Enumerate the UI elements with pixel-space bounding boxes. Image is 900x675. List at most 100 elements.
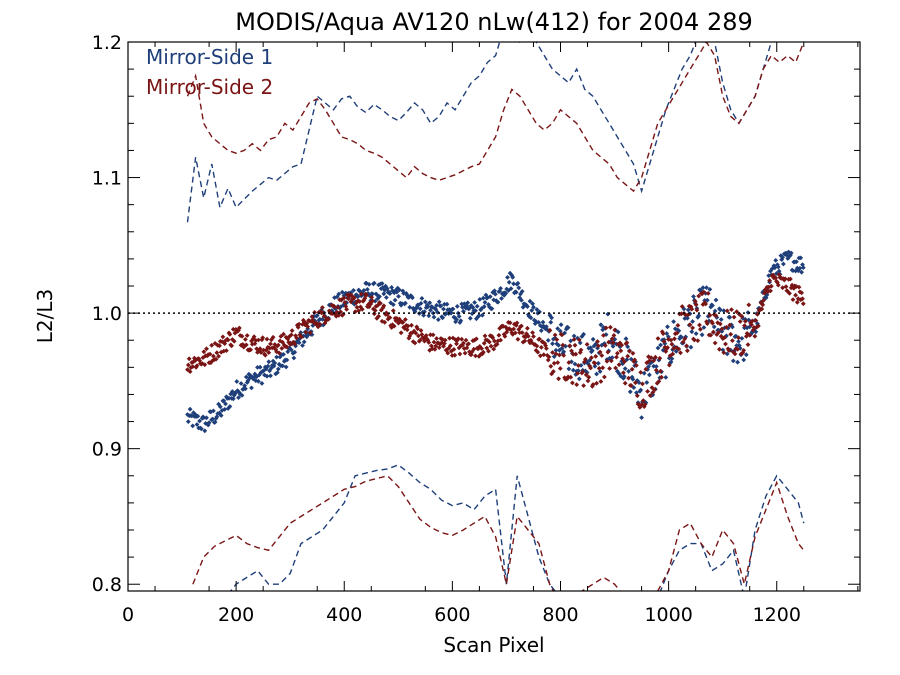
scatter-point xyxy=(646,364,651,370)
scatter-point xyxy=(535,349,541,355)
scatter-point xyxy=(238,381,244,386)
y-tick-label: 0.8 xyxy=(92,574,122,596)
scatter-point xyxy=(642,402,648,407)
scatter-point xyxy=(634,393,640,399)
scatter-point xyxy=(550,350,555,355)
scatter-point xyxy=(525,333,531,339)
scatter-point xyxy=(227,331,233,337)
scatter-point xyxy=(264,336,270,342)
scatter-point xyxy=(186,356,192,362)
x-tick-label: 1200 xyxy=(753,604,801,626)
scatter-point xyxy=(605,349,611,355)
scatter-point xyxy=(748,322,754,328)
scatter-point xyxy=(210,416,216,422)
scatter-point xyxy=(747,332,753,338)
scatter-point xyxy=(412,340,418,346)
scatter-point xyxy=(212,419,218,425)
scatter-point xyxy=(198,426,204,432)
x-tick-label: 1000 xyxy=(644,604,692,626)
scatter-point xyxy=(455,336,461,342)
axes-layer: 0 200 400 600 800 1000 1200 0.8 0.9 1.0 1.1 1.2 xyxy=(92,32,860,626)
scatter-point xyxy=(619,342,625,348)
scatter-point xyxy=(404,327,410,333)
scatter-point xyxy=(704,297,710,303)
scatter-point xyxy=(749,318,755,324)
scatter-point xyxy=(742,318,748,324)
scatter-point xyxy=(309,314,315,320)
y-tick-label: 0.9 xyxy=(92,439,122,461)
scatter-point xyxy=(633,380,638,386)
scatter-point xyxy=(704,321,710,327)
scatter-point xyxy=(643,366,649,372)
scatter-point xyxy=(713,297,719,303)
scatter-point xyxy=(230,396,236,402)
x-tick-label: 0 xyxy=(122,604,134,626)
scatter-point xyxy=(700,285,706,291)
scatter-point xyxy=(561,349,567,355)
scatter-point xyxy=(644,380,650,385)
scatter-point xyxy=(701,325,707,330)
scatter-point xyxy=(622,380,628,386)
scatter-point xyxy=(676,346,682,352)
scatter-point xyxy=(289,328,295,334)
scatter-point xyxy=(691,294,696,299)
scatter-point xyxy=(281,331,286,337)
series-2-lower-bound-line xyxy=(192,475,805,591)
scatter-point xyxy=(570,351,576,357)
scatter-point xyxy=(575,363,581,368)
scatter-point xyxy=(606,339,612,345)
scatter-point xyxy=(627,348,632,354)
scatter-point xyxy=(669,341,675,347)
scatter-point xyxy=(463,337,469,343)
scatter-point xyxy=(260,335,266,341)
x-axis-label: Scan Pixel xyxy=(443,633,544,657)
scatter-point xyxy=(305,324,311,330)
scatter-point xyxy=(190,423,196,429)
scatter-point xyxy=(695,338,701,344)
scatter-point xyxy=(357,299,363,304)
series-layer xyxy=(185,42,806,591)
scatter-point xyxy=(372,308,378,313)
scatter-point xyxy=(710,303,715,308)
scatter-point xyxy=(292,341,298,347)
scatter-point xyxy=(292,349,298,355)
scatter-point xyxy=(187,369,193,375)
scatter-point xyxy=(787,276,793,282)
scatter-point xyxy=(568,374,574,380)
scatter-point xyxy=(491,346,497,352)
scatter-point xyxy=(379,281,385,286)
scatter-point xyxy=(655,336,661,341)
scatter-point xyxy=(775,264,781,270)
y-tick-label: 1.1 xyxy=(92,168,122,190)
scatter-point xyxy=(296,321,302,327)
scatter-point xyxy=(264,373,270,379)
scatter-point xyxy=(604,358,610,364)
scatter-point xyxy=(721,308,727,314)
x-tick-label: 200 xyxy=(218,604,254,626)
scatter-point xyxy=(742,323,747,329)
scatter-point xyxy=(554,337,560,343)
scatter-point xyxy=(524,304,530,310)
scatter-point xyxy=(187,406,193,412)
scatter-point xyxy=(614,354,619,360)
scatter-point xyxy=(431,314,437,320)
scatter-point xyxy=(529,308,535,313)
scatter-point xyxy=(557,366,563,371)
y-axis-label: L2/L3 xyxy=(33,289,57,343)
scatter-point xyxy=(405,323,411,329)
scatter-point xyxy=(377,294,382,299)
scatter-point xyxy=(560,342,566,348)
series-1-upper-bound-line xyxy=(186,42,804,223)
scatter-point xyxy=(666,362,672,368)
scatter-point xyxy=(753,318,759,323)
scatter-point xyxy=(793,259,799,265)
scatter-point xyxy=(625,353,631,359)
scatter-point xyxy=(487,294,493,300)
scatter-point xyxy=(370,298,376,304)
scatter-point xyxy=(428,307,433,313)
scatter-point xyxy=(209,342,215,348)
scatter-point xyxy=(696,313,702,319)
scatter-point xyxy=(736,339,741,344)
scatter-point xyxy=(574,382,580,388)
